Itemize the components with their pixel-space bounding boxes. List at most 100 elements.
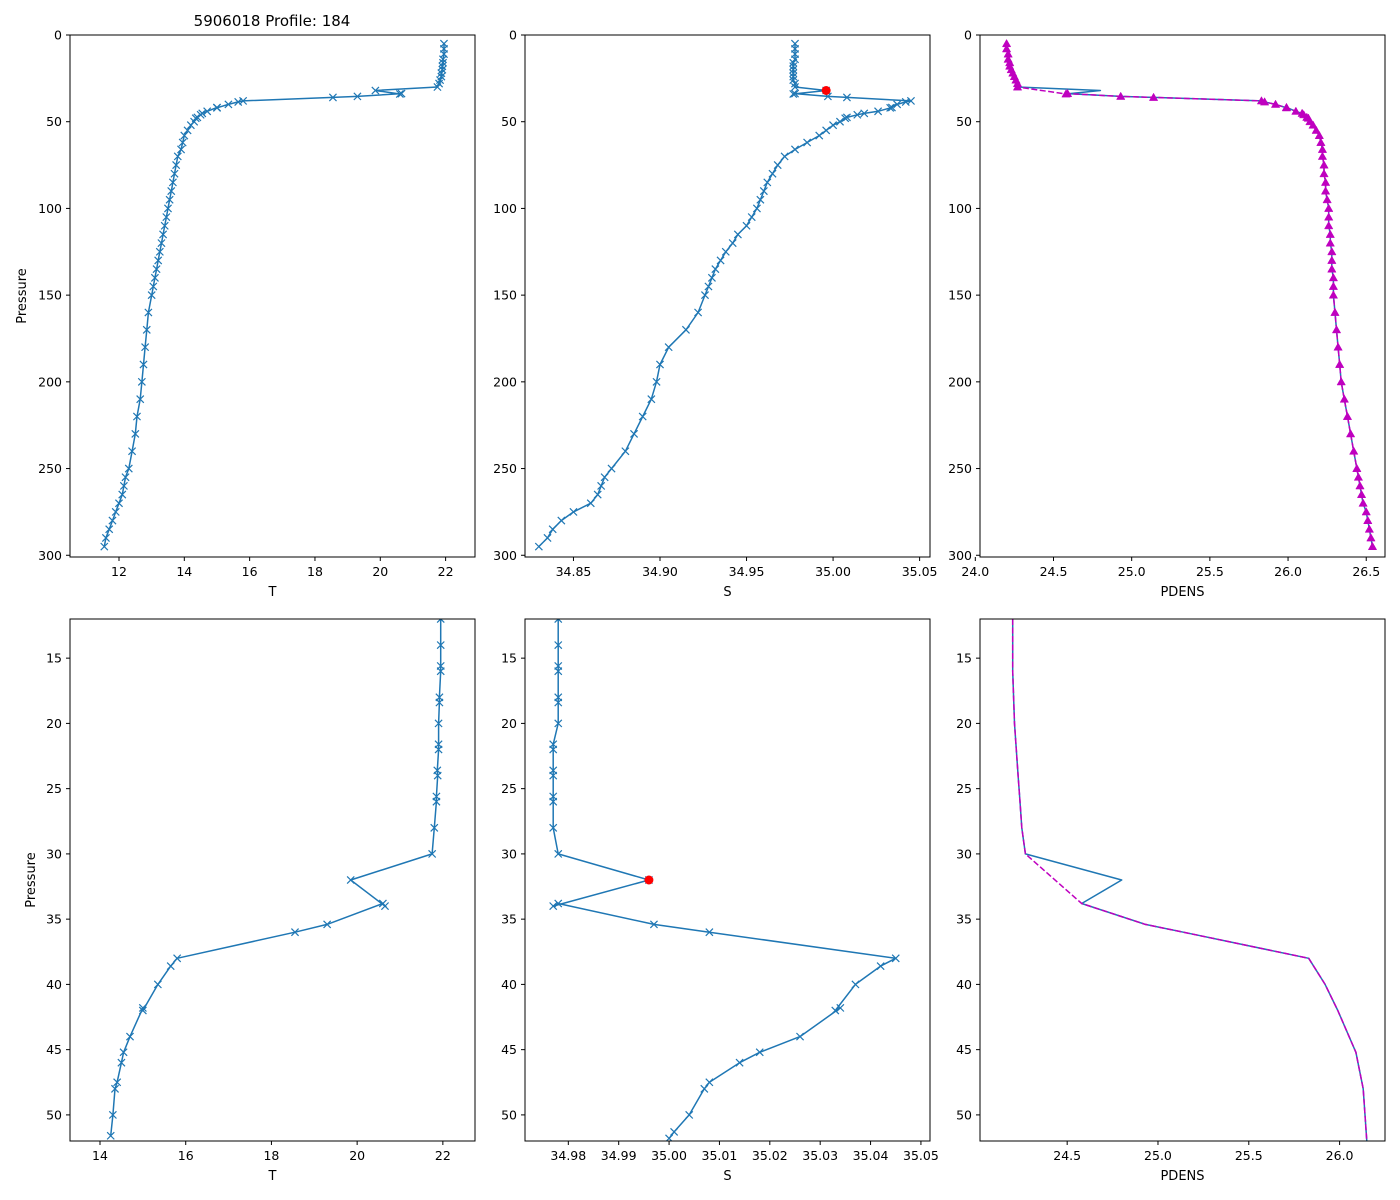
series-pdens-dashed-point: [1328, 290, 1339, 299]
series-t-point: [177, 145, 186, 154]
x-tick-label: 25.0: [1118, 564, 1146, 579]
x-tick-label: 35.04: [853, 1148, 889, 1163]
series-t-point: [125, 1032, 135, 1041]
series-s-point: [829, 121, 838, 130]
series-t-point: [371, 86, 380, 95]
series-t-point: [144, 308, 153, 317]
series-s-point: [831, 1006, 840, 1015]
series-pdens-dashed-point: [1259, 97, 1270, 106]
series-s-point: [716, 256, 725, 265]
series-t-point: [224, 100, 233, 109]
y-tick-label: 50: [956, 114, 972, 129]
series-s-point: [549, 823, 558, 832]
y-tick-label: 100: [948, 201, 972, 216]
x-tick-label: 25.0: [1144, 1148, 1172, 1163]
plot-area: [100, 39, 448, 551]
x-axis-label: PDENS: [1160, 1169, 1204, 1184]
series-t-point: [167, 187, 176, 196]
panel-top-T: 12 14 16 18 20 22 0 50 100 150 200 250 300 T Pressure: [15, 28, 476, 600]
y-tick-label: 100: [493, 201, 517, 216]
series-t-point: [212, 103, 222, 112]
panel-bottom-T: 14 16 18 20 22 15 20 25 30 35 40 45 50 T Pressure: [24, 618, 476, 1184]
series-s-point: [780, 152, 789, 161]
series-pdens-dashed-point: [1316, 137, 1326, 146]
series-s-point: [742, 221, 751, 230]
x-tick-label: 22: [438, 564, 454, 579]
series-s-point: [700, 291, 710, 300]
series-pdens-dashed-point: [1319, 160, 1329, 169]
series-s-point: [700, 1084, 709, 1093]
series-t-point: [203, 107, 212, 116]
y-tick-label: 35: [501, 912, 517, 927]
series-pdens-dashed-point: [1356, 489, 1367, 498]
series-s-point: [630, 429, 639, 438]
series-s-point: [756, 195, 765, 204]
series-t-point: [110, 1084, 120, 1093]
x-tick-label: 34.99: [601, 1148, 637, 1163]
series-pdens-dashed-point: [1311, 125, 1321, 134]
y-tick-label: 40: [501, 977, 517, 992]
y-tick-label: 25: [501, 781, 517, 796]
x-tick-label: 12: [111, 564, 127, 579]
series-pdens-line: [1005, 43, 1374, 547]
series-t-point: [105, 525, 114, 534]
x-tick-label: 35.01: [702, 1148, 738, 1163]
series-pdens-dashed-point: [1366, 533, 1376, 542]
series-s-point: [664, 343, 673, 352]
series-pdens-dashed-point: [1335, 359, 1345, 368]
series-s-point: [728, 239, 737, 248]
series-t-point: [152, 265, 161, 274]
y-tick-label: 150: [38, 288, 62, 303]
series-s-point: [763, 178, 772, 187]
x-tick-label: 35.05: [903, 1148, 939, 1163]
series-t-point: [346, 875, 355, 885]
series-s-point: [790, 145, 800, 154]
series-t-point: [180, 131, 189, 140]
series-t-point: [100, 542, 109, 551]
y-tick-label: 45: [501, 1042, 517, 1057]
x-tick-label: 24.5: [1040, 564, 1068, 579]
series-s-point: [733, 230, 742, 239]
series-s-point: [755, 1048, 764, 1057]
series-t-point: [142, 325, 151, 334]
y-tick-label: 100: [38, 201, 62, 216]
x-tick-label: 35.02: [752, 1148, 788, 1163]
x-tick-label: 34.98: [550, 1148, 586, 1163]
series-t-point: [141, 343, 150, 352]
series-t-point: [290, 928, 300, 937]
x-tick-label: 24.0: [961, 564, 989, 579]
series-t-point: [436, 641, 445, 650]
series-pdens-dashed-point: [1324, 203, 1334, 212]
series-t-point: [166, 962, 175, 971]
series-pdens-dashed-point: [1324, 212, 1334, 221]
plot-area: [549, 619, 900, 1141]
x-tick-label: 35.03: [802, 1148, 838, 1163]
panel-bottom-PDENS: 24.5 25.0 25.5 26.0 15 20 25 30 35 40 45 50 PDENS: [956, 618, 1386, 1184]
x-axis-label: T: [268, 1169, 277, 1184]
series-pdens-dashed-point: [1328, 273, 1339, 282]
series-t-point: [437, 69, 446, 78]
series-s-point: [694, 308, 703, 317]
series-s-point: [851, 980, 860, 989]
series-pdens-dashed-point: [1116, 91, 1126, 100]
series-t-point: [436, 667, 445, 676]
y-tick-label: 30: [46, 846, 62, 861]
series-t-point: [149, 282, 158, 291]
y-tick-label: 250: [948, 461, 972, 476]
series-s-point: [752, 204, 761, 213]
figure-title: 5906018 Profile: 184: [194, 12, 351, 30]
series-s-point: [681, 325, 690, 334]
series-t-point: [436, 619, 445, 624]
x-tick-label: 25.5: [1235, 1148, 1263, 1163]
y-tick-label: 30: [501, 846, 517, 861]
series-s-point: [554, 698, 563, 707]
series-s-point: [704, 282, 713, 291]
series-s-point: [649, 920, 658, 929]
series-t-point: [108, 516, 117, 525]
series-s-point: [891, 954, 900, 963]
series-s-point: [607, 464, 616, 473]
series-t-point: [438, 62, 447, 71]
series-s-point: [790, 89, 800, 98]
series-t-point: [147, 291, 156, 300]
series-t-point: [157, 239, 166, 248]
